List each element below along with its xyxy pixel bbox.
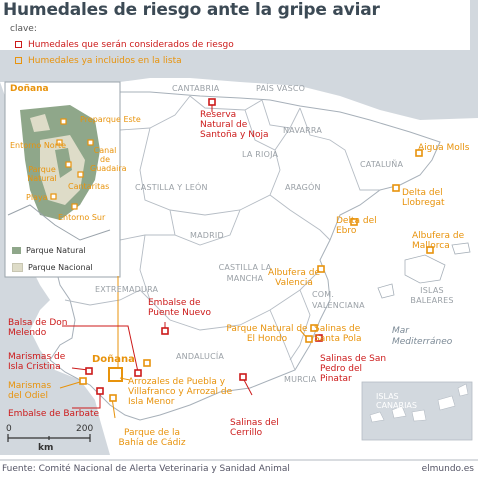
parque-natural-swatch [12,247,21,254]
marker-llobregat [392,184,400,192]
label-santa-pola: Salinas de Santa Pola [314,324,362,344]
map-title: Humedales de riesgo ante la gripe aviar [3,0,380,20]
region-com-valenciana: COM. VALENCIANA [312,290,365,310]
marker-donana [108,367,123,382]
credit-link[interactable]: elmundo.es [421,464,474,474]
region-navarra: NAVARRA [283,126,323,135]
region-castilla-la-mancha: CASTILLA LA MANCHA [218,263,272,283]
region-castilla-leon: CASTILLA Y LEÓN [135,183,208,192]
inset-label-canal-guadaira: Canal de Guadaira [90,146,127,173]
label-llobregat: Delta del Llobregat [402,188,445,208]
marker-ebro [350,218,358,226]
marker-santa-pola [310,324,318,332]
region-murcia: MURCIA [284,375,317,384]
legend-item-listed: Humedales ya incluidos en la lista [15,56,182,66]
mallorca-island [404,254,446,284]
menorca-island [451,242,471,255]
scale-unit: km [38,443,54,453]
label-donana: Doñana [92,354,135,365]
label-san-pedro: Salinas de San Pedro del Pinatar [320,354,387,384]
label-isla-cristina: Marismas de Isla Cristina [8,352,66,372]
label-barbate: Embalse de Barbate [8,409,100,419]
marker-mallorca [426,246,434,254]
neighbor-land [0,0,478,120]
inset-label-preparque-este: Preparque Este [80,115,141,124]
marker-puente-nuevo [161,327,169,335]
marker-cadiz [109,394,117,402]
label-puebla: Arrozales de Puebla y Villafranco y Arro… [128,377,233,407]
inset-label-playa: Playa [26,193,48,202]
marker-cerrillo [239,373,247,381]
leader-odiel [59,381,81,389]
portugal-land [0,82,110,455]
inset-legend-natural-label: Parque Natural [26,246,86,255]
inset-legend-parque-nacional: Parque Nacional [12,263,93,272]
region-andalucia: ANDALUCÍA [176,352,225,361]
islas-canarias-label: ISLAS CANARIAS [376,392,417,410]
sea-mediterraneo: Mar Mediterráneo [392,326,453,347]
inset-label-entorno-norte: Entorno Norte [10,141,67,150]
label-aigua-molls: Aigua Molls [418,143,470,153]
marker-hondo [305,335,313,343]
leader-barbate [72,392,101,409]
region-la-rioja: LA RIOJA [242,150,279,159]
inset-legend-parque-natural: Parque Natural [12,246,86,255]
label-puente-nuevo: Embalse de Puente Nuevo [148,298,211,318]
legend-item-risk: Humedales que serán considerados de ries… [15,40,234,50]
marker-melendo [134,369,142,377]
marker-aigua-molls [415,149,423,157]
islas-baleares-label: ISLAS BALEARES [410,286,454,305]
region-borders [59,91,380,371]
region-pais-vasco: PAÍS VASCO [256,84,306,93]
region-madrid: MADRID [190,231,224,240]
region-aragon: ARAGÓN [285,183,321,192]
ibiza-island [377,283,395,299]
marker-valencia [317,265,325,273]
inset-title: Doñana [10,84,49,94]
marker-puebla [143,359,151,367]
inset-label-cantaritas: Cantaritas [68,182,110,191]
scale-value: 200 [76,424,94,434]
marker-san-pedro [315,334,323,342]
label-hondo: Parque Natural de El Hondo [226,324,308,344]
region-cantabria: CANTABRIA [172,84,220,93]
red-square-icon [15,41,22,48]
inset-label-entorno-sur: Entorno Sur [58,213,106,222]
label-valencia: Albufera de Valencia [267,268,321,288]
scale-bar [7,434,91,442]
marker-barbate [96,387,104,395]
legend-item-listed-label: Humedales ya incluidos en la lista [28,56,182,66]
leader-melendo [62,325,139,373]
marker-odiel [79,377,87,385]
label-odiel: Marismas del Odiel [8,381,52,401]
label-mallorca: Albufera de Mallorca [412,231,465,251]
legend-label: clave: [10,24,37,34]
label-ebro: Delta del Ebro [336,216,377,236]
orange-square-icon [15,57,22,64]
region-extremadura: EXTREMADURA [95,285,159,294]
label-cerrillo: Salinas del Cerrillo [230,418,279,438]
legend-item-risk-label: Humedales que serán considerados de ries… [28,40,234,50]
marker-isla-cristina [85,367,93,375]
label-santona: Reserva Natural de Santoña y Noja [200,110,269,140]
source-note: Fuente: Comité Nacional de Alerta Veteri… [2,464,290,474]
marker-santona [208,98,216,106]
leader-cerrillo [242,377,253,396]
inset-legend-nacional-label: Parque Nacional [28,263,93,272]
label-melendo: Balsa de Don Melendo [8,318,68,338]
label-cadiz: Parque de la Bahía de Cádiz [118,428,186,448]
region-cataluna: CATALUÑA [360,160,404,169]
scale-zero: 0 [6,424,12,434]
inset-label-parque-natural: Parque Natural [27,165,57,183]
parque-nacional-swatch [12,263,23,272]
